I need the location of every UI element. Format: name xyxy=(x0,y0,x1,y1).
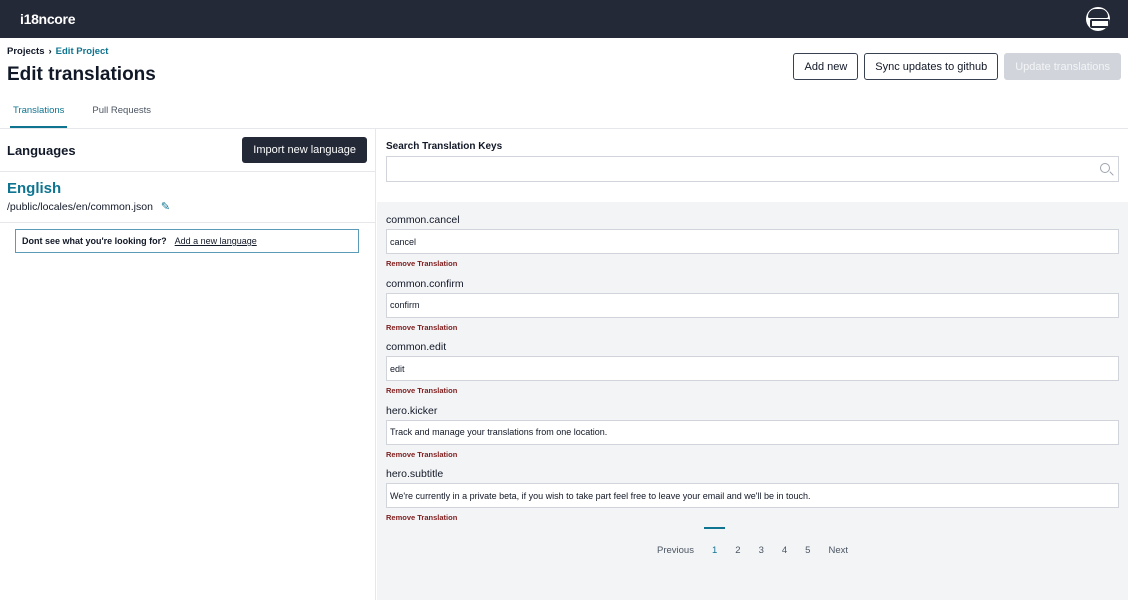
user-avatar-icon[interactable] xyxy=(1086,7,1110,31)
breadcrumb-edit-project[interactable]: Edit Project xyxy=(55,46,109,57)
pagination: Previous 1 2 3 4 5 Next xyxy=(377,527,1128,556)
translation-entry: hero.kicker Track and manage your transla… xyxy=(386,405,1119,469)
pagination-previous[interactable]: Previous xyxy=(657,545,694,556)
translation-input[interactable]: We're currently in a private beta, if yo… xyxy=(386,483,1119,508)
chevron-right-icon: › xyxy=(48,46,52,57)
search-icon xyxy=(1100,163,1110,173)
search-input[interactable] xyxy=(386,156,1119,182)
sync-github-button[interactable]: Sync updates to github xyxy=(864,53,999,80)
languages-heading: Languages xyxy=(7,142,76,158)
language-item[interactable]: English /public/locales/en/common.json ✎ xyxy=(0,172,375,223)
translation-key: hero.subtitle xyxy=(386,468,444,480)
add-new-button[interactable]: Add new xyxy=(793,53,859,80)
languages-panel: Languages Import new language English /p… xyxy=(0,129,376,600)
remove-translation-button[interactable]: Remove Translation xyxy=(386,513,458,522)
breadcrumb-projects[interactable]: Projects xyxy=(7,46,45,57)
translation-input[interactable]: confirm xyxy=(386,292,1119,318)
pagination-next[interactable]: Next xyxy=(828,545,848,556)
translations-panel: Search Translation Keys common.cancel can… xyxy=(377,129,1128,600)
pencil-icon[interactable]: ✎ xyxy=(160,201,171,213)
page-title: Edit translations xyxy=(7,64,156,85)
translation-key: common.edit xyxy=(386,341,447,353)
translation-entry: common.cancel cancel Remove Translation xyxy=(386,214,1119,278)
translation-entry: common.edit edit Remove Translation xyxy=(386,341,1119,405)
translation-input[interactable]: Track and manage your translations from … xyxy=(386,419,1119,445)
language-path: /public/locales/en/common.json xyxy=(7,200,153,213)
page-1[interactable]: 1 xyxy=(703,527,726,556)
page-2[interactable]: 2 xyxy=(735,545,741,556)
translation-key: hero.kicker xyxy=(386,404,438,417)
tab-pull-requests[interactable]: Pull Requests xyxy=(92,105,152,116)
translation-key: common.confirm xyxy=(386,277,464,290)
tab-translations[interactable]: Translations xyxy=(10,96,68,128)
app-logo[interactable]: i18ncore xyxy=(20,11,76,27)
translation-list: common.cancel cancel Remove Translation co… xyxy=(377,202,1128,600)
add-language-notice: Dont see what you're looking for? Add a … xyxy=(15,229,359,253)
page-3[interactable]: 3 xyxy=(758,545,764,556)
notice-text: Dont see what you're looking for? xyxy=(22,236,167,246)
translation-entry: hero.subtitle We're currently in a privat… xyxy=(386,468,1119,532)
remove-translation-button[interactable]: Remove Translation xyxy=(386,259,458,268)
remove-translation-button[interactable]: Remove Translation xyxy=(386,386,458,395)
translation-input[interactable]: edit xyxy=(386,356,1119,381)
translation-input[interactable]: cancel xyxy=(386,229,1119,254)
tab-bar: Translations Pull Requests xyxy=(0,96,1128,129)
search-label: Search Translation Keys xyxy=(386,141,503,152)
import-language-button[interactable]: Import new language xyxy=(242,137,367,163)
page-5[interactable]: 5 xyxy=(805,545,811,556)
remove-translation-button[interactable]: Remove Translation xyxy=(386,322,458,332)
top-navbar: i18ncore xyxy=(0,0,1128,38)
language-name[interactable]: English xyxy=(7,180,62,197)
update-translations-button[interactable]: Update translations xyxy=(1004,53,1121,80)
add-language-link[interactable]: Add a new language xyxy=(174,236,257,246)
translation-key: common.cancel xyxy=(386,214,460,226)
page-4[interactable]: 4 xyxy=(781,545,788,556)
breadcrumb: Projects › Edit Project xyxy=(7,46,108,57)
translation-entry: common.confirm confirm Remove Translation xyxy=(386,278,1119,342)
remove-translation-button[interactable]: Remove Translation xyxy=(386,449,458,459)
